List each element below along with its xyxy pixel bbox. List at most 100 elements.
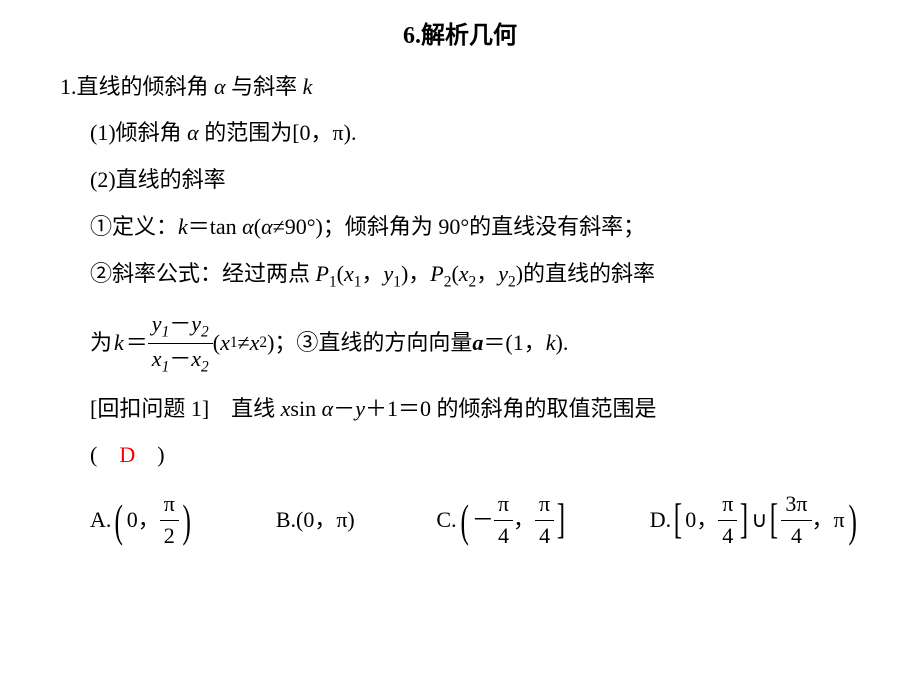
question: [回扣问题 1] 直线 xsin α－y＋1＝0 的倾斜角的取值范围是 xyxy=(90,394,860,425)
option-c: C.(－π4，π4] xyxy=(436,489,568,552)
den: 4 xyxy=(494,520,513,552)
paren-r: ) xyxy=(135,442,164,467)
y: y xyxy=(383,261,393,286)
num-y1: y xyxy=(152,311,162,336)
k: k xyxy=(303,74,313,99)
num-y2: y xyxy=(191,311,201,336)
para-5: ②斜率公式：经过两点 P1(x1，y1)，P2(x2，y2)的直线的斜率 xyxy=(90,259,860,293)
q-label: [回扣问题 1] 直线 xyxy=(90,396,281,421)
den-x1: x xyxy=(152,346,162,371)
p2-rest: 的范围为[0，π). xyxy=(199,120,357,145)
p1-text: 1.直线的倾斜角 xyxy=(60,74,214,99)
t: ( xyxy=(337,261,344,286)
t: ( xyxy=(213,328,220,359)
t: ＝(1， xyxy=(483,328,545,359)
para-4: ①定义：k＝tan α(α≠90°)；倾斜角为 90°的直线没有斜率； xyxy=(90,212,860,243)
frac: π4 xyxy=(718,489,737,552)
t: ＝tan xyxy=(188,214,242,239)
minus: － xyxy=(169,346,191,371)
alpha: α xyxy=(322,396,334,421)
t: ( xyxy=(451,261,458,286)
zero: 0， xyxy=(127,505,160,536)
y: y xyxy=(498,261,508,286)
sub: 2 xyxy=(508,273,516,290)
den: 4 xyxy=(781,520,811,552)
y: y xyxy=(355,396,365,421)
paren-l: ( xyxy=(90,442,119,467)
cup: ∪ xyxy=(751,505,767,536)
x: x xyxy=(220,328,230,359)
label: D. xyxy=(650,505,671,536)
end: ，π xyxy=(812,505,845,536)
answer-letter: D xyxy=(119,442,135,467)
para-6: 为 k ＝ y1－y2 x1－x2 (x1≠x2)；③直线的方向向量 a＝(1，… xyxy=(90,309,860,378)
t: )；③直线的方向向量 xyxy=(267,328,472,359)
section-title: 6.解析几何 xyxy=(60,20,860,54)
lbrk: [ xyxy=(674,503,682,539)
k: k xyxy=(546,328,556,359)
frac: π4 xyxy=(494,489,513,552)
lparen: ( xyxy=(115,501,123,540)
alpha: α xyxy=(214,74,226,99)
option-a: A.(0，π2) xyxy=(90,489,194,552)
label: B.(0，π) xyxy=(276,505,355,536)
s: 1 xyxy=(230,332,238,354)
pi: 3π xyxy=(781,489,811,520)
rbrk: ] xyxy=(557,503,565,539)
t: ， xyxy=(476,261,498,286)
t: ①定义： xyxy=(90,214,178,239)
alpha: α xyxy=(261,214,273,239)
lbrk: [ xyxy=(770,503,778,539)
t: ②斜率公式：经过两点 xyxy=(90,261,316,286)
vec-a: a xyxy=(472,328,483,359)
p1-rest: 与斜率 xyxy=(226,74,303,99)
P: P xyxy=(430,261,443,286)
s: 2 xyxy=(259,332,267,354)
rparen: ) xyxy=(848,501,856,540)
sub: 1 xyxy=(329,273,337,290)
t: ， xyxy=(361,261,383,286)
zero: 0， xyxy=(685,505,718,536)
den: 4 xyxy=(718,520,737,552)
t: ≠90°)；倾斜角为 90°的直线没有斜率； xyxy=(273,214,646,239)
fraction: y1－y2 x1－x2 xyxy=(148,309,213,378)
x: x xyxy=(344,261,354,286)
minus: － xyxy=(169,311,191,336)
t: 为 xyxy=(90,328,112,359)
comma: ， xyxy=(513,505,535,536)
frac: 3π4 xyxy=(781,489,811,552)
alpha: α xyxy=(242,214,254,239)
pi: π xyxy=(718,489,737,520)
option-d: D.[0，π4]∪[3π4，π) xyxy=(650,489,860,552)
t: )的直线的斜率 xyxy=(516,261,655,286)
t: ＋1＝0 的倾斜角的取值范围是 xyxy=(365,396,657,421)
sin: sin xyxy=(290,396,321,421)
frac: π2 xyxy=(160,489,179,552)
den-x2: x xyxy=(191,346,201,371)
t: ＝ xyxy=(126,328,148,359)
x: x xyxy=(459,261,469,286)
pi: π xyxy=(160,489,179,520)
lparen: ( xyxy=(460,501,468,540)
pi: π xyxy=(535,489,554,520)
para-3: (2)直线的斜率 xyxy=(90,165,860,196)
den: 4 xyxy=(535,520,554,552)
para-2: (1)倾斜角 α 的范围为[0，π). xyxy=(90,118,860,149)
P: P xyxy=(316,261,329,286)
option-b: B.(0，π) xyxy=(276,489,355,552)
x: x xyxy=(250,328,260,359)
neg: － xyxy=(472,505,494,536)
t: ( xyxy=(254,214,261,239)
s: 2 xyxy=(201,358,209,375)
t: ). xyxy=(556,328,569,359)
options-row: A.(0，π2) B.(0，π) C.(－π4，π4] D.[0，π4]∪[3π… xyxy=(90,489,860,552)
t: )， xyxy=(401,261,430,286)
alpha: α xyxy=(187,120,199,145)
p2-prefix: (1)倾斜角 xyxy=(90,120,187,145)
para-1: 1.直线的倾斜角 α 与斜率 k xyxy=(60,72,860,103)
frac: π4 xyxy=(535,489,554,552)
x: x xyxy=(281,396,291,421)
s: 2 xyxy=(201,323,209,340)
k: k xyxy=(114,328,124,359)
label: C. xyxy=(436,505,456,536)
